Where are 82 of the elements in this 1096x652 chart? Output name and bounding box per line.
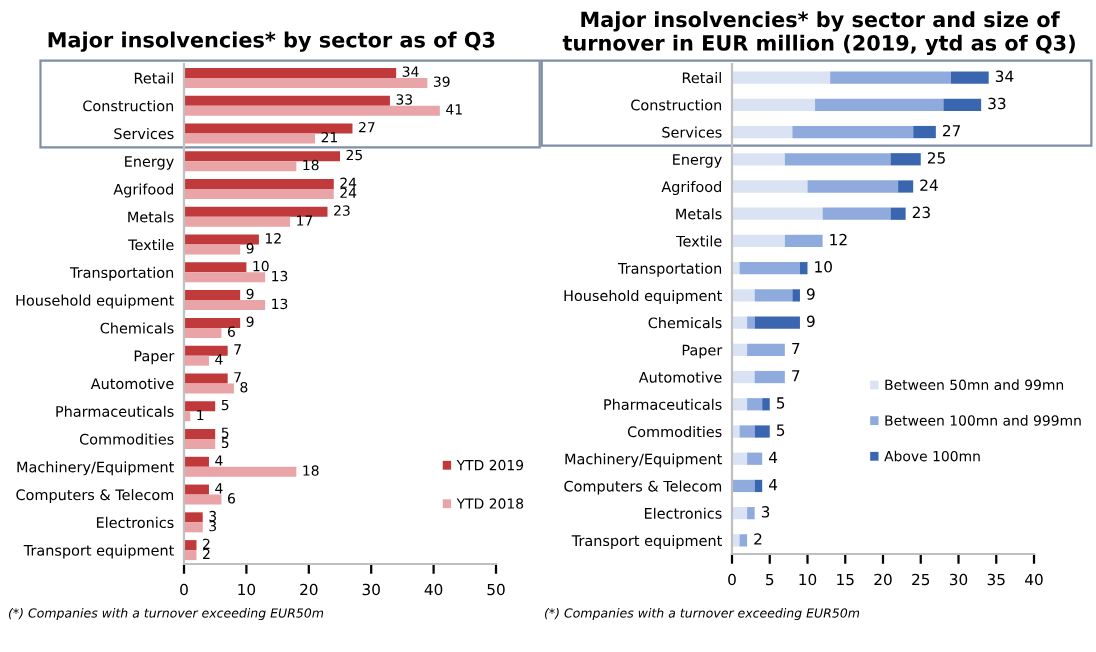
bar [943, 98, 982, 111]
bar [754, 425, 770, 438]
bar [184, 234, 259, 245]
bar [815, 98, 944, 111]
bar [762, 398, 770, 411]
bar [732, 71, 831, 84]
bar [184, 123, 353, 134]
bar [184, 439, 216, 449]
bar [784, 234, 823, 248]
bar [184, 327, 222, 338]
bar [184, 355, 209, 366]
bar [732, 507, 748, 520]
bar [747, 398, 763, 411]
bar [184, 345, 228, 356]
bar [792, 125, 914, 139]
bar [184, 290, 241, 301]
bar [184, 317, 241, 328]
bar [792, 289, 800, 302]
bar [754, 479, 763, 493]
bar [184, 95, 390, 106]
bar [732, 534, 740, 547]
chart-title: Major insolvencies* by sector as of Q3 [48, 31, 495, 52]
bar [184, 494, 222, 505]
bar [732, 234, 785, 248]
bar [732, 153, 785, 166]
bar [754, 316, 800, 329]
bar [732, 125, 793, 139]
bar [732, 452, 748, 465]
bar [184, 179, 334, 189]
bar [184, 300, 266, 311]
bar [830, 71, 951, 84]
bar [184, 206, 328, 217]
bar [184, 272, 266, 283]
bar [732, 207, 823, 220]
bar [184, 77, 428, 88]
bar [732, 370, 755, 384]
bar [184, 484, 209, 495]
bar [184, 244, 241, 255]
bar [184, 522, 203, 533]
bar [913, 125, 936, 139]
bar [184, 216, 291, 227]
bar [754, 370, 785, 384]
bar [732, 180, 808, 193]
bar [184, 105, 440, 116]
bar [732, 343, 748, 356]
bar [822, 207, 891, 220]
chart-title: Major insolvencies* by sector and size of turnover in EUR million (2019, ytd as of Q3) [562, 11, 1075, 55]
bar [184, 373, 228, 384]
bar [890, 207, 906, 220]
bar [747, 507, 755, 520]
bar [799, 262, 808, 275]
bar [732, 425, 740, 438]
bar [739, 425, 755, 438]
bar [184, 133, 316, 144]
bar [732, 262, 740, 275]
bar [732, 479, 755, 493]
bar [184, 67, 397, 78]
bar [184, 401, 216, 412]
bar [184, 383, 234, 394]
bar [732, 398, 748, 411]
bar [184, 466, 297, 477]
bar [184, 456, 209, 467]
bar [950, 71, 989, 84]
bar [807, 180, 899, 193]
bar [898, 180, 914, 193]
bar [739, 534, 748, 547]
bar [184, 189, 334, 199]
bar [732, 98, 816, 111]
bar [784, 153, 891, 166]
bar [747, 452, 763, 465]
bar [184, 512, 203, 523]
bar [184, 151, 340, 162]
bar [184, 161, 297, 172]
bar [732, 316, 748, 329]
bar [754, 289, 793, 302]
bar [184, 262, 247, 273]
bar [739, 262, 800, 275]
bar [890, 153, 921, 166]
bar [732, 289, 755, 302]
bar [747, 343, 785, 356]
bar [747, 316, 755, 329]
bar [184, 429, 216, 439]
